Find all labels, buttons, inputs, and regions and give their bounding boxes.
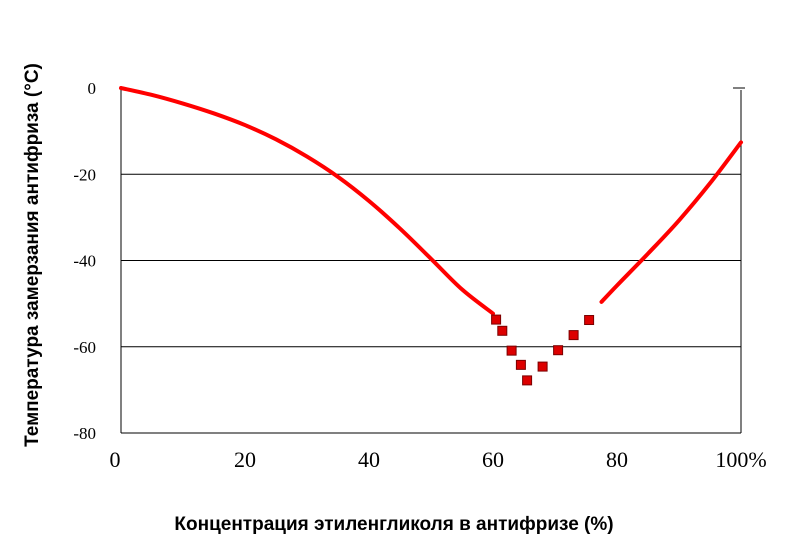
x-tick-label: 60 <box>482 447 504 472</box>
series-line-1 <box>599 140 743 304</box>
data-point-marker <box>497 325 508 336</box>
series-layer <box>119 86 743 386</box>
data-point-marker <box>584 315 595 326</box>
ticks-layer: 0 -20 -40 -60 -80 0 20 40 60 80 100% <box>73 79 766 472</box>
x-tick-label: 20 <box>234 447 256 472</box>
series-line-0 <box>119 86 495 316</box>
y-tick-label: 0 <box>88 79 97 98</box>
x-axis-title: Концентрация этиленгликоля в антифризе (… <box>174 514 613 535</box>
data-point-marker <box>553 345 564 356</box>
x-tick-label: 80 <box>606 447 628 472</box>
data-point-marker <box>537 361 548 372</box>
y-axis-title: Температура замерзания антифриза (°C) <box>22 63 43 447</box>
data-point-marker <box>506 345 517 356</box>
data-point-marker <box>568 330 579 341</box>
data-point-marker <box>515 359 526 370</box>
y-tick-label: -20 <box>73 165 96 184</box>
x-tick-label: 100% <box>715 447 766 472</box>
axis-layer <box>120 88 742 434</box>
grid-layer <box>121 87 745 348</box>
data-point-marker <box>522 375 533 386</box>
y-tick-label: -60 <box>73 338 96 357</box>
y-tick-label: -80 <box>73 424 96 443</box>
y-tick-label: -40 <box>73 252 96 271</box>
x-tick-label: 0 <box>110 447 121 472</box>
data-point-marker <box>491 314 502 325</box>
x-tick-label: 40 <box>358 447 380 472</box>
